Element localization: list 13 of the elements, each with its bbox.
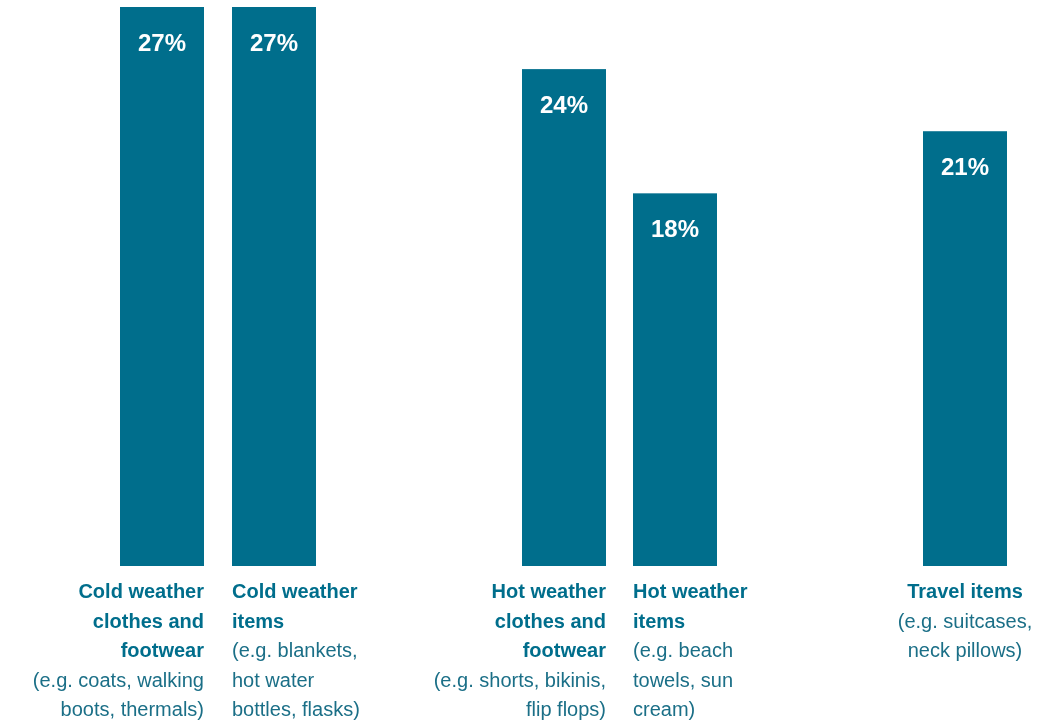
data-label: 18%	[650, 215, 700, 243]
x-tick-label: Cold weather clothes and footwear (e.g. coats, walking boots, thermals)	[32, 580, 205, 720]
x-tick-label: Travel items (e.g. suitcases, neck pillows)	[897, 580, 1033, 661]
bar	[120, 7, 204, 566]
bar	[522, 69, 606, 566]
x-tick-label: Hot weather clothes and footwear (e.g. shorts, bikinis, flip flops)	[433, 580, 607, 720]
x-tick-label: Hot weather items (e.g. beach towels, sun cream)	[633, 580, 748, 720]
data-label: 27%	[137, 29, 187, 56]
data-label: 24%	[539, 91, 589, 119]
data-label: 21%	[940, 153, 990, 181]
bar	[923, 131, 1007, 566]
data-label: 27%	[249, 29, 299, 56]
x-tick-label: Cold weather items (e.g. blankets, hot water bottles, flasks)	[232, 580, 360, 720]
